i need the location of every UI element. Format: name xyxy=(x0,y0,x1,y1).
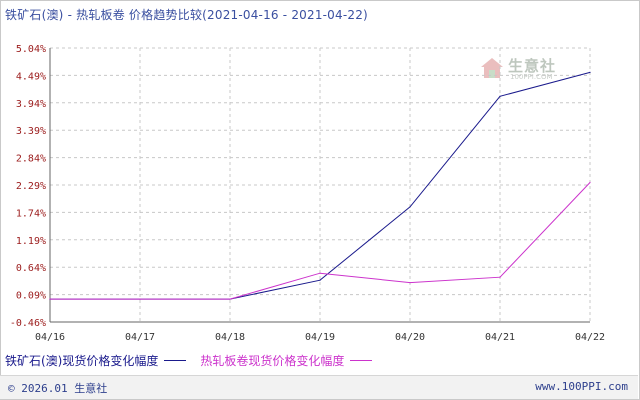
x-tick-label: 04/21 xyxy=(485,332,515,343)
data-point xyxy=(139,298,141,300)
watermark-site: 100PPI.COM xyxy=(510,73,553,81)
watermark-logo: 生意社 100PPI.COM xyxy=(480,55,580,85)
x-tick-label: 04/20 xyxy=(395,332,425,343)
data-point xyxy=(229,298,231,300)
legend-label-series2: 热轧板卷现货价格变化幅度 xyxy=(200,354,345,368)
footer-site-link[interactable]: www.100PPI.com xyxy=(535,380,628,393)
legend: 铁矿石(澳)现货价格变化幅度 热轧板卷现货价格变化幅度 xyxy=(5,352,386,369)
footer: © 2026.01 生意社 www.100PPI.com xyxy=(0,375,638,399)
y-tick-label: 1.74% xyxy=(16,208,46,219)
y-tick-label: 3.39% xyxy=(16,126,46,137)
footer-copyright: © 2026.01 生意社 xyxy=(8,382,108,395)
x-tick-label: 04/17 xyxy=(125,332,155,343)
data-point xyxy=(409,282,411,284)
x-tick-label: 04/18 xyxy=(215,332,245,343)
data-point xyxy=(49,298,51,300)
y-tick-label: 0.64% xyxy=(16,263,46,274)
data-point xyxy=(319,279,321,281)
legend-swatch-series2 xyxy=(350,360,373,361)
y-tick-label: 3.94% xyxy=(16,99,46,110)
data-point xyxy=(319,272,321,274)
legend-item-series1: 铁矿石(澳)现货价格变化幅度 xyxy=(5,352,187,369)
y-tick-label: 2.84% xyxy=(16,154,46,165)
legend-label-series1: 铁矿石(澳)现货价格变化幅度 xyxy=(5,354,159,368)
y-tick-label: 0.09% xyxy=(16,291,46,302)
data-point xyxy=(409,206,411,208)
legend-swatch-series1 xyxy=(164,360,187,361)
data-point xyxy=(499,95,501,97)
x-tick-label: 04/16 xyxy=(35,332,65,343)
chart-title: 铁矿石(澳) - 热轧板卷 价格趋势比较(2021-04-16 - 2021-0… xyxy=(5,8,368,22)
data-point xyxy=(499,276,501,278)
house-icon xyxy=(481,58,503,78)
y-tick-label: 2.29% xyxy=(16,181,46,192)
watermark-name: 生意社 xyxy=(508,57,557,75)
y-tick-label: 4.49% xyxy=(16,71,46,82)
y-tick-label: 1.19% xyxy=(16,236,46,247)
x-tick-label: 04/19 xyxy=(305,332,335,343)
data-point xyxy=(589,181,591,184)
data-point xyxy=(589,71,591,74)
legend-item-series2: 热轧板卷现货价格变化幅度 xyxy=(200,352,373,369)
y-tick-label: 5.04% xyxy=(16,44,46,55)
y-tick-label: -0.46% xyxy=(10,318,46,329)
line-chart: 5.04% 4.49% 3.94% 3.39% 2.84% 2.29% 1.74% 1.19%… xyxy=(10,44,605,343)
x-tick-label: 04/22 xyxy=(575,332,605,343)
